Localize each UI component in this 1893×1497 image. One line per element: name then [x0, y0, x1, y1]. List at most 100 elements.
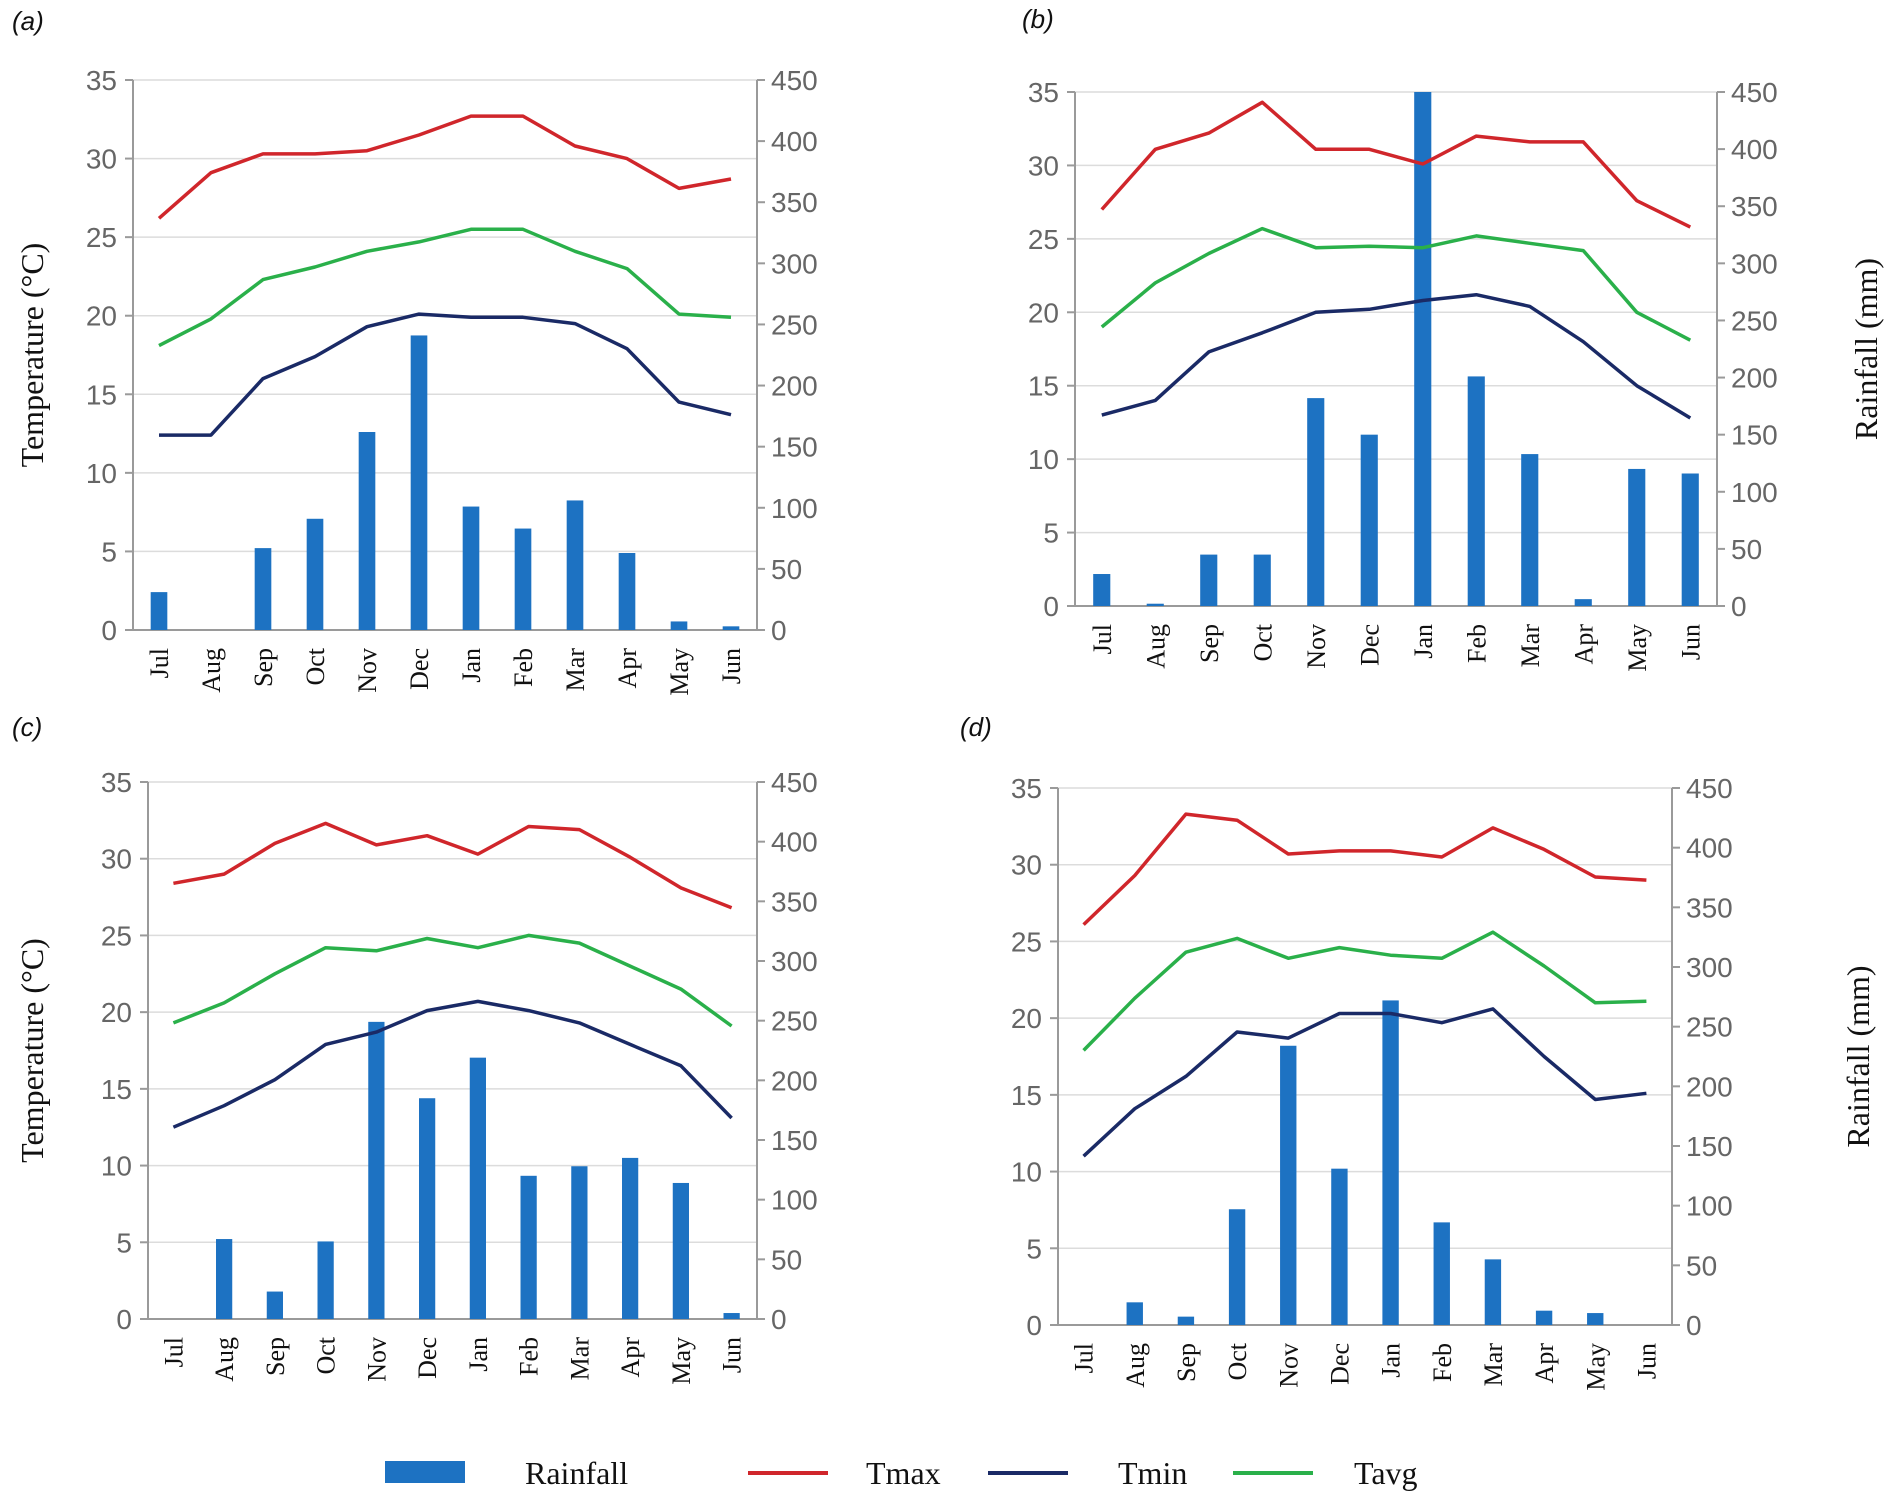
right-tick-label: 350: [1731, 191, 1778, 222]
x-tick-label: Aug: [1141, 624, 1170, 669]
x-tick-label: Jun: [717, 648, 746, 684]
rainfall-bar: [1484, 1259, 1502, 1325]
left-tick-label: 15: [86, 379, 117, 410]
left-tick-label: 5: [1043, 518, 1059, 549]
rainfall-bar: [566, 500, 584, 630]
rainfall-bar: [520, 1175, 537, 1319]
rainfall-bar: [1628, 468, 1646, 606]
rainfall-bar: [266, 1291, 283, 1319]
left-tick-label: 30: [1028, 150, 1059, 181]
rainfall-bar: [368, 1021, 385, 1319]
x-tick-label: Nov: [362, 1337, 391, 1382]
tmax-line: [1100, 100, 1692, 229]
x-tick-label: Mar: [561, 648, 590, 692]
right-tick-label: 250: [771, 1006, 818, 1037]
right-tick-label: 400: [1731, 134, 1778, 165]
right-tick-label: 350: [1686, 892, 1733, 923]
right-tick-label: 300: [1731, 248, 1778, 279]
x-tick-label: Oct: [312, 1336, 341, 1374]
x-tick-label: Jul: [145, 648, 174, 678]
tavg-line: [1100, 226, 1692, 342]
x-tick-label: Apr: [1530, 1343, 1559, 1384]
x-tick-label: Aug: [197, 648, 226, 693]
x-tick-label: Oct: [1223, 1342, 1252, 1380]
right-tick-label: 150: [771, 1125, 818, 1156]
rainfall-bar: [254, 548, 272, 630]
right-tick-label: 450: [1686, 773, 1733, 804]
left-tick-label: 0: [101, 615, 117, 646]
x-tick-label: Jul: [1088, 624, 1117, 654]
x-tick-label: May: [1623, 624, 1652, 672]
x-tick-label: Feb: [509, 648, 538, 687]
x-tick-label: Jan: [1377, 1343, 1406, 1378]
chart-panel: (d)0510152025303505010015020025030035040…: [960, 712, 1876, 1391]
tmax-line: [1082, 812, 1647, 926]
tmax-line: [173, 821, 733, 910]
right-tick-label: 200: [1731, 363, 1778, 394]
left-tick-label: 15: [1011, 1080, 1042, 1111]
chart-panel: (a)0510152025303505010015020025030035040…: [12, 6, 818, 696]
rainfall-bar: [462, 506, 480, 630]
rainfall-bar: [571, 1166, 588, 1319]
rainfall-bar: [1382, 1000, 1399, 1325]
rainfall-bar: [1414, 92, 1432, 606]
x-tick-label: Sep: [1172, 1343, 1201, 1382]
x-tick-label: Sep: [249, 648, 278, 687]
y-axis-title: Temperature (°C): [14, 243, 50, 468]
chart-panel: (c)0510152025303505010015020025030035040…: [12, 712, 818, 1385]
right-tick-label: 0: [771, 615, 787, 646]
tavg-line: [172, 933, 733, 1028]
left-tick-label: 15: [1028, 371, 1059, 402]
left-tick-label: 0: [1026, 1310, 1042, 1341]
rainfall-bar: [1681, 473, 1699, 606]
left-tick-label: 20: [1011, 1003, 1042, 1034]
right-tick-label: 250: [1686, 1012, 1733, 1043]
x-tick-label: Dec: [413, 1337, 442, 1379]
rainfall-bar: [1126, 1302, 1143, 1325]
rainfall-bar: [1433, 1222, 1450, 1325]
rainfall-bar: [1331, 1168, 1348, 1325]
x-tick-label: May: [667, 1337, 696, 1385]
right-tick-label: 300: [771, 248, 818, 279]
rainfall-bar: [1587, 1313, 1604, 1325]
y2-axis-title: Rainfall (mm): [1848, 258, 1884, 440]
x-tick-label: Sep: [261, 1337, 290, 1376]
left-tick-label: 0: [116, 1304, 132, 1335]
x-tick-label: Feb: [515, 1337, 544, 1376]
right-tick-label: 400: [1686, 833, 1733, 864]
right-tick-label: 100: [771, 1185, 818, 1216]
x-tick-label: May: [665, 648, 694, 696]
rainfall-bar: [216, 1239, 233, 1319]
left-tick-label: 10: [101, 1151, 132, 1182]
y2-axis-title: Rainfall (mm): [1840, 965, 1876, 1147]
rainfall-bar: [1467, 376, 1485, 606]
x-tick-label: Jun: [718, 1337, 747, 1373]
x-tick-label: Jan: [464, 1337, 493, 1372]
rainfall-bar: [672, 1182, 689, 1319]
tmin-line: [159, 312, 732, 437]
left-tick-label: 35: [101, 767, 132, 798]
left-tick-label: 35: [86, 65, 117, 96]
right-tick-label: 350: [771, 886, 818, 917]
right-tick-label: 100: [771, 493, 818, 524]
right-tick-label: 200: [771, 1065, 818, 1096]
left-tick-label: 5: [1026, 1233, 1042, 1264]
panel-label: (a): [12, 6, 44, 36]
legend: Rainfall Tmax Tmin Tavg: [385, 1455, 1418, 1491]
x-tick-label: Feb: [1428, 1343, 1457, 1382]
right-tick-label: 0: [1686, 1310, 1702, 1341]
rainfall-bar: [1228, 1209, 1246, 1325]
left-tick-label: 15: [101, 1074, 132, 1105]
left-tick-label: 25: [1028, 224, 1059, 255]
rainfall-bar: [723, 1313, 740, 1319]
rainfall-bar: [306, 518, 324, 630]
panel-label: (c): [12, 712, 42, 742]
right-tick-label: 100: [1731, 477, 1778, 508]
right-tick-label: 300: [1686, 952, 1733, 983]
rainfall-bar: [150, 592, 168, 630]
left-tick-label: 30: [101, 844, 132, 875]
right-tick-label: 250: [1731, 305, 1778, 336]
right-tick-label: 150: [771, 432, 818, 463]
rainfall-bar: [514, 528, 532, 630]
